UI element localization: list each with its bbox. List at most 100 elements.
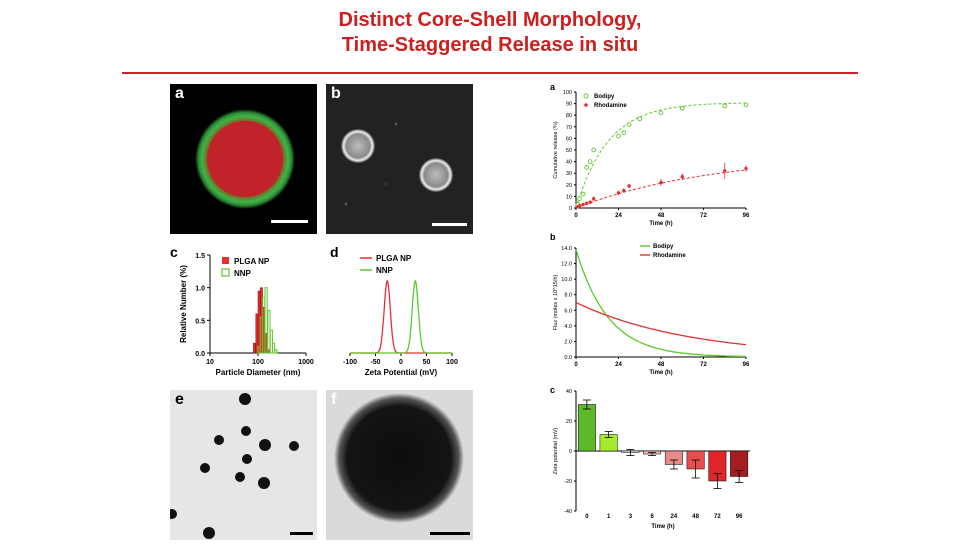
legend-label-plga: PLGA NP <box>234 257 270 266</box>
histogram-bar-plga <box>253 342 256 354</box>
data-point-rhodamine <box>659 180 663 185</box>
data-point-bodipy <box>626 122 632 127</box>
core-shell-particle-image <box>195 109 295 209</box>
panel-letter-e: e <box>175 391 184 408</box>
zeta-curve-nnp <box>350 279 452 354</box>
x-tick-label: -50 <box>370 359 380 366</box>
y-tick-label: 90 <box>566 102 572 108</box>
data-point-bodipy <box>580 191 586 197</box>
tem-single-image <box>326 390 473 540</box>
x-axis-label: Time (h) <box>651 524 674 530</box>
y-tick-label: 10 <box>566 194 572 200</box>
y-tick-label: 70 <box>566 125 572 131</box>
x-tick-label: 72 <box>700 213 707 219</box>
x-tick-label: 50 <box>423 359 431 366</box>
x-axis-label: Zeta Potential (mV) <box>365 368 438 377</box>
histogram-bar-nnp <box>269 329 273 354</box>
y-tick-label: 40 <box>566 160 572 166</box>
data-point-rhodamine <box>744 166 748 171</box>
data-point-bodipy <box>743 102 749 108</box>
scale-bar <box>290 532 313 535</box>
x-tick-label: 72 <box>700 362 707 368</box>
panel-letter-d: d <box>330 244 339 260</box>
panel-letter-right-a: a <box>550 82 556 92</box>
x-tick-label: 48 <box>658 213 665 219</box>
data-point-rhodamine <box>581 202 585 207</box>
fit-curve-rhodamine <box>575 169 747 209</box>
x-tick-label: 48 <box>658 362 665 368</box>
y-tick-label: -20 <box>564 479 572 485</box>
chart-zeta-over-time: c -40 -20 0 20 40 0 1 3 6 24 48 72 96 Time (h) Zeta pot… <box>550 385 750 530</box>
flux-curve-bodipy <box>575 249 747 358</box>
x-tick-label: 24 <box>615 362 622 368</box>
x-tick-label: 0 <box>574 213 578 219</box>
histogram-bar-plga <box>257 290 261 354</box>
legend-marker-bodipy <box>583 93 589 99</box>
particle-core <box>207 121 283 197</box>
legend-label-bodipy: Bodipy <box>594 94 615 100</box>
data-point-bodipy <box>587 159 593 164</box>
y-axis-label: Cumulative release (%) <box>553 121 559 178</box>
data-point-rhodamine <box>627 184 631 188</box>
slide-title-line2: Time-Staggered Release in situ <box>341 34 639 56</box>
y-tick-label: 20 <box>566 419 572 425</box>
y-tick-label: 0 <box>569 449 572 455</box>
slide-title-line1: Distinct Core-Shell Morphology, <box>338 9 642 31</box>
x-tick-label: 0 <box>585 514 589 520</box>
histogram-bar-nnp <box>271 342 276 354</box>
y-tick-label: 12.0 <box>561 262 572 268</box>
x-tick-label: 6 <box>650 514 654 520</box>
legend-marker-rhodamine <box>584 103 588 107</box>
title-underline <box>122 72 858 74</box>
y-tick-label: 1.0 <box>195 286 205 293</box>
tem-image <box>170 390 317 540</box>
data-point-bodipy <box>658 110 664 116</box>
panel-e-tem: e <box>170 390 317 540</box>
zeta-curve-plga <box>350 279 452 354</box>
y-tick-label: 8.0 <box>564 293 572 299</box>
panel-b-sem: b <box>326 84 473 234</box>
histogram-bar-nnp <box>274 349 278 354</box>
data-point-rhodamine <box>588 200 592 204</box>
chart-cumulative-release: a 0 10 20 30 40 50 60 70 80 90 100 0 24 48 72 96 Bodipy Rh… <box>550 82 750 227</box>
x-tick-label: 0 <box>399 359 403 366</box>
flux-curve-rhodamine <box>575 301 747 346</box>
y-tick-label: 0.5 <box>195 318 205 325</box>
y-tick-label: 14.0 <box>561 246 572 252</box>
y-tick-label: 2.0 <box>564 339 572 345</box>
panel-letter-f: f <box>331 391 337 408</box>
x-tick-label: 48 <box>692 514 699 520</box>
y-tick-label: 1.5 <box>195 253 205 260</box>
panel-letter-right-c: c <box>550 385 555 395</box>
data-point-rhodamine <box>680 174 684 179</box>
histogram-bar-nnp <box>264 287 268 354</box>
scale-bar <box>432 223 467 226</box>
scale-bar <box>271 220 308 223</box>
legend-label-nnp: NNP <box>234 269 252 278</box>
x-tick-label: 24 <box>671 514 678 520</box>
x-tick-label: 10 <box>206 359 214 366</box>
panel-letter-right-b: b <box>550 232 556 242</box>
data-point-rhodamine <box>723 169 727 173</box>
y-tick-label: 10.0 <box>561 277 572 283</box>
tem-particles <box>170 393 299 539</box>
data-point-rhodamine <box>622 188 626 193</box>
y-tick-label: 0.0 <box>195 351 205 358</box>
legend-label-rhodamine: Rhodamine <box>653 253 686 259</box>
y-axis-label: Flux (moles x 10^15/h) <box>553 275 559 331</box>
x-tick-label: 24 <box>615 213 622 219</box>
legend-label-plga: PLGA NP <box>376 254 412 263</box>
y-tick-label: 0 <box>569 206 572 212</box>
histogram-bar-nnp <box>267 310 271 354</box>
x-tick-label: 72 <box>714 514 721 520</box>
legend-label-nnp: NNP <box>376 266 394 275</box>
chart-zeta-distribution: d -100 -50 0 50 100 PLGA NP NNP Zeta Potential (… <box>330 244 458 377</box>
data-point-bodipy <box>577 196 582 202</box>
x-tick-label: 1 <box>607 514 611 520</box>
data-point-bodipy <box>722 103 728 109</box>
y-tick-label: 50 <box>566 148 572 154</box>
legend-label-rhodamine: Rhodamine <box>594 103 627 109</box>
x-tick-label: 96 <box>736 514 743 520</box>
slide-title: Distinct Core-Shell Morphology, Time-Sta… <box>0 8 980 58</box>
tem-particle <box>334 393 464 523</box>
